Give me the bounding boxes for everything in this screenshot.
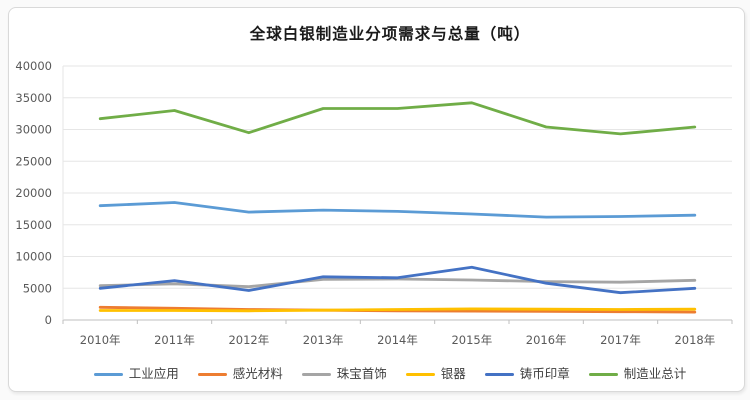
legend-label-jewelry: 珠宝首饰 bbox=[336, 365, 387, 381]
y-tick-label: 0 bbox=[45, 313, 52, 327]
x-tick-label: 2014年 bbox=[377, 333, 418, 347]
y-tick-label: 35000 bbox=[15, 91, 52, 105]
legend-swatch-photographic bbox=[197, 372, 227, 376]
legend-label-manufacturing-total: 制造业总计 bbox=[623, 365, 687, 381]
legend-swatch-coins bbox=[484, 372, 514, 376]
chart-legend: 工业应用 感光材料 珠宝首饰 银器 铸币印章 制造业总计 bbox=[40, 363, 740, 385]
legend-item-photographic: 感光材料 bbox=[197, 365, 283, 381]
x-tick-label: 2016年 bbox=[526, 333, 567, 347]
legend-swatch-jewelry bbox=[301, 372, 331, 376]
legend-item-manufacturing-total: 制造业总计 bbox=[588, 365, 687, 381]
y-tick-label: 40000 bbox=[15, 59, 52, 73]
legend-item-industrial: 工业应用 bbox=[93, 365, 179, 381]
y-tick-label: 25000 bbox=[15, 154, 52, 168]
x-tick-label: 2018年 bbox=[674, 333, 715, 347]
legend-label-industrial: 工业应用 bbox=[128, 365, 179, 381]
legend-label-silverware: 银器 bbox=[440, 365, 466, 381]
x-tick-label: 2011年 bbox=[154, 333, 195, 347]
legend-item-silverware: 银器 bbox=[405, 365, 466, 381]
series-line-3 bbox=[98, 307, 697, 313]
x-tick-label: 2010年 bbox=[80, 333, 121, 347]
series-line-4 bbox=[98, 265, 697, 295]
x-tick-label: 2013年 bbox=[303, 333, 344, 347]
series-line-0 bbox=[98, 201, 697, 219]
legend-label-photographic: 感光材料 bbox=[232, 365, 283, 381]
y-tick-label: 10000 bbox=[15, 250, 52, 264]
y-tick-label: 5000 bbox=[23, 281, 52, 295]
chart-card bbox=[8, 7, 745, 392]
x-tick-label: 2017年 bbox=[600, 333, 641, 347]
x-tick-label: 2015年 bbox=[451, 333, 492, 347]
legend-label-coins: 铸币印章 bbox=[519, 365, 570, 381]
x-tick-label: 2012年 bbox=[228, 333, 269, 347]
legend-swatch-manufacturing-total bbox=[588, 372, 618, 376]
y-tick-label: 30000 bbox=[15, 123, 52, 137]
chart-title: 全球白银制造业分项需求与总量（吨） bbox=[249, 25, 531, 43]
series-line-5 bbox=[98, 101, 697, 136]
legend-item-jewelry: 珠宝首饰 bbox=[301, 365, 387, 381]
legend-swatch-silverware bbox=[405, 372, 435, 376]
legend-item-coins: 铸币印章 bbox=[484, 365, 570, 381]
legend-swatch-industrial bbox=[93, 372, 123, 376]
y-tick-label: 20000 bbox=[15, 186, 52, 200]
y-tick-label: 15000 bbox=[15, 218, 52, 232]
